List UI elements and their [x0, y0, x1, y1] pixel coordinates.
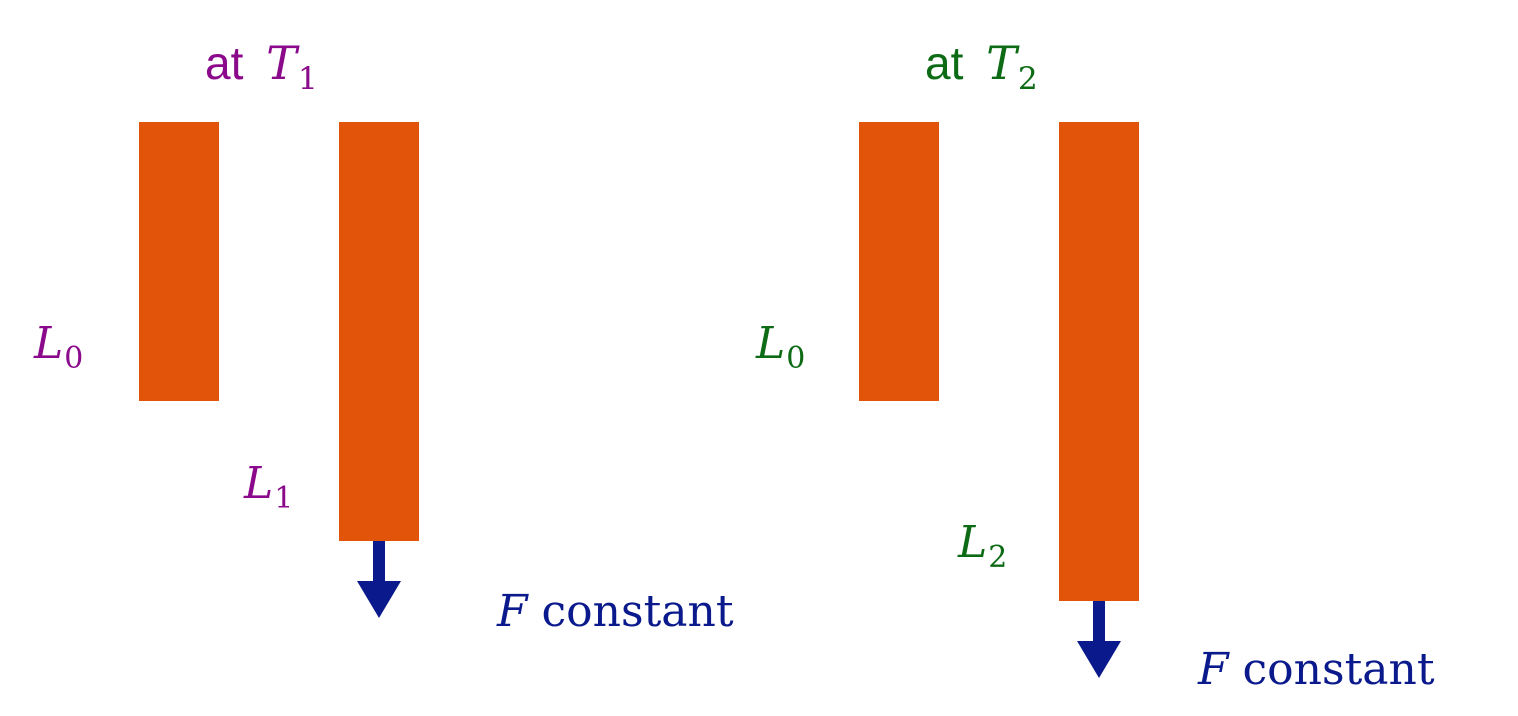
title-t1: at T1 [205, 37, 318, 95]
force-text: constant [1242, 644, 1435, 695]
title-symbol: T [266, 36, 297, 90]
length-subscript: 2 [988, 539, 1008, 575]
title-t2: at T2 [925, 37, 1038, 95]
force-arrow-icon [357, 541, 401, 618]
stretched-rod [1059, 122, 1139, 601]
reference-rod [139, 122, 219, 401]
reference-length-label: L0 [756, 322, 805, 374]
stretched-length-label: L1 [244, 462, 293, 514]
title-word: at [205, 37, 244, 89]
length-symbol: L [244, 458, 274, 509]
length-subscript: 1 [274, 480, 294, 516]
force-symbol: F [1198, 644, 1229, 695]
title-subscript: 1 [297, 61, 318, 97]
title-symbol: T [986, 36, 1017, 90]
force-arrow-icon [1077, 601, 1121, 678]
length-subscript: 0 [64, 340, 84, 376]
length-symbol: L [756, 318, 786, 369]
length-symbol: L [958, 517, 988, 568]
stretched-length-label: L2 [958, 521, 1007, 573]
title-word: at [925, 37, 964, 89]
force-text: constant [541, 586, 734, 637]
length-subscript: 0 [786, 340, 806, 376]
reference-rod [859, 122, 939, 401]
stretched-rod [339, 122, 419, 541]
title-subscript: 2 [1017, 61, 1038, 97]
reference-length-label: L0 [34, 322, 83, 374]
length-symbol: L [34, 318, 64, 369]
force-symbol: F [497, 586, 528, 637]
